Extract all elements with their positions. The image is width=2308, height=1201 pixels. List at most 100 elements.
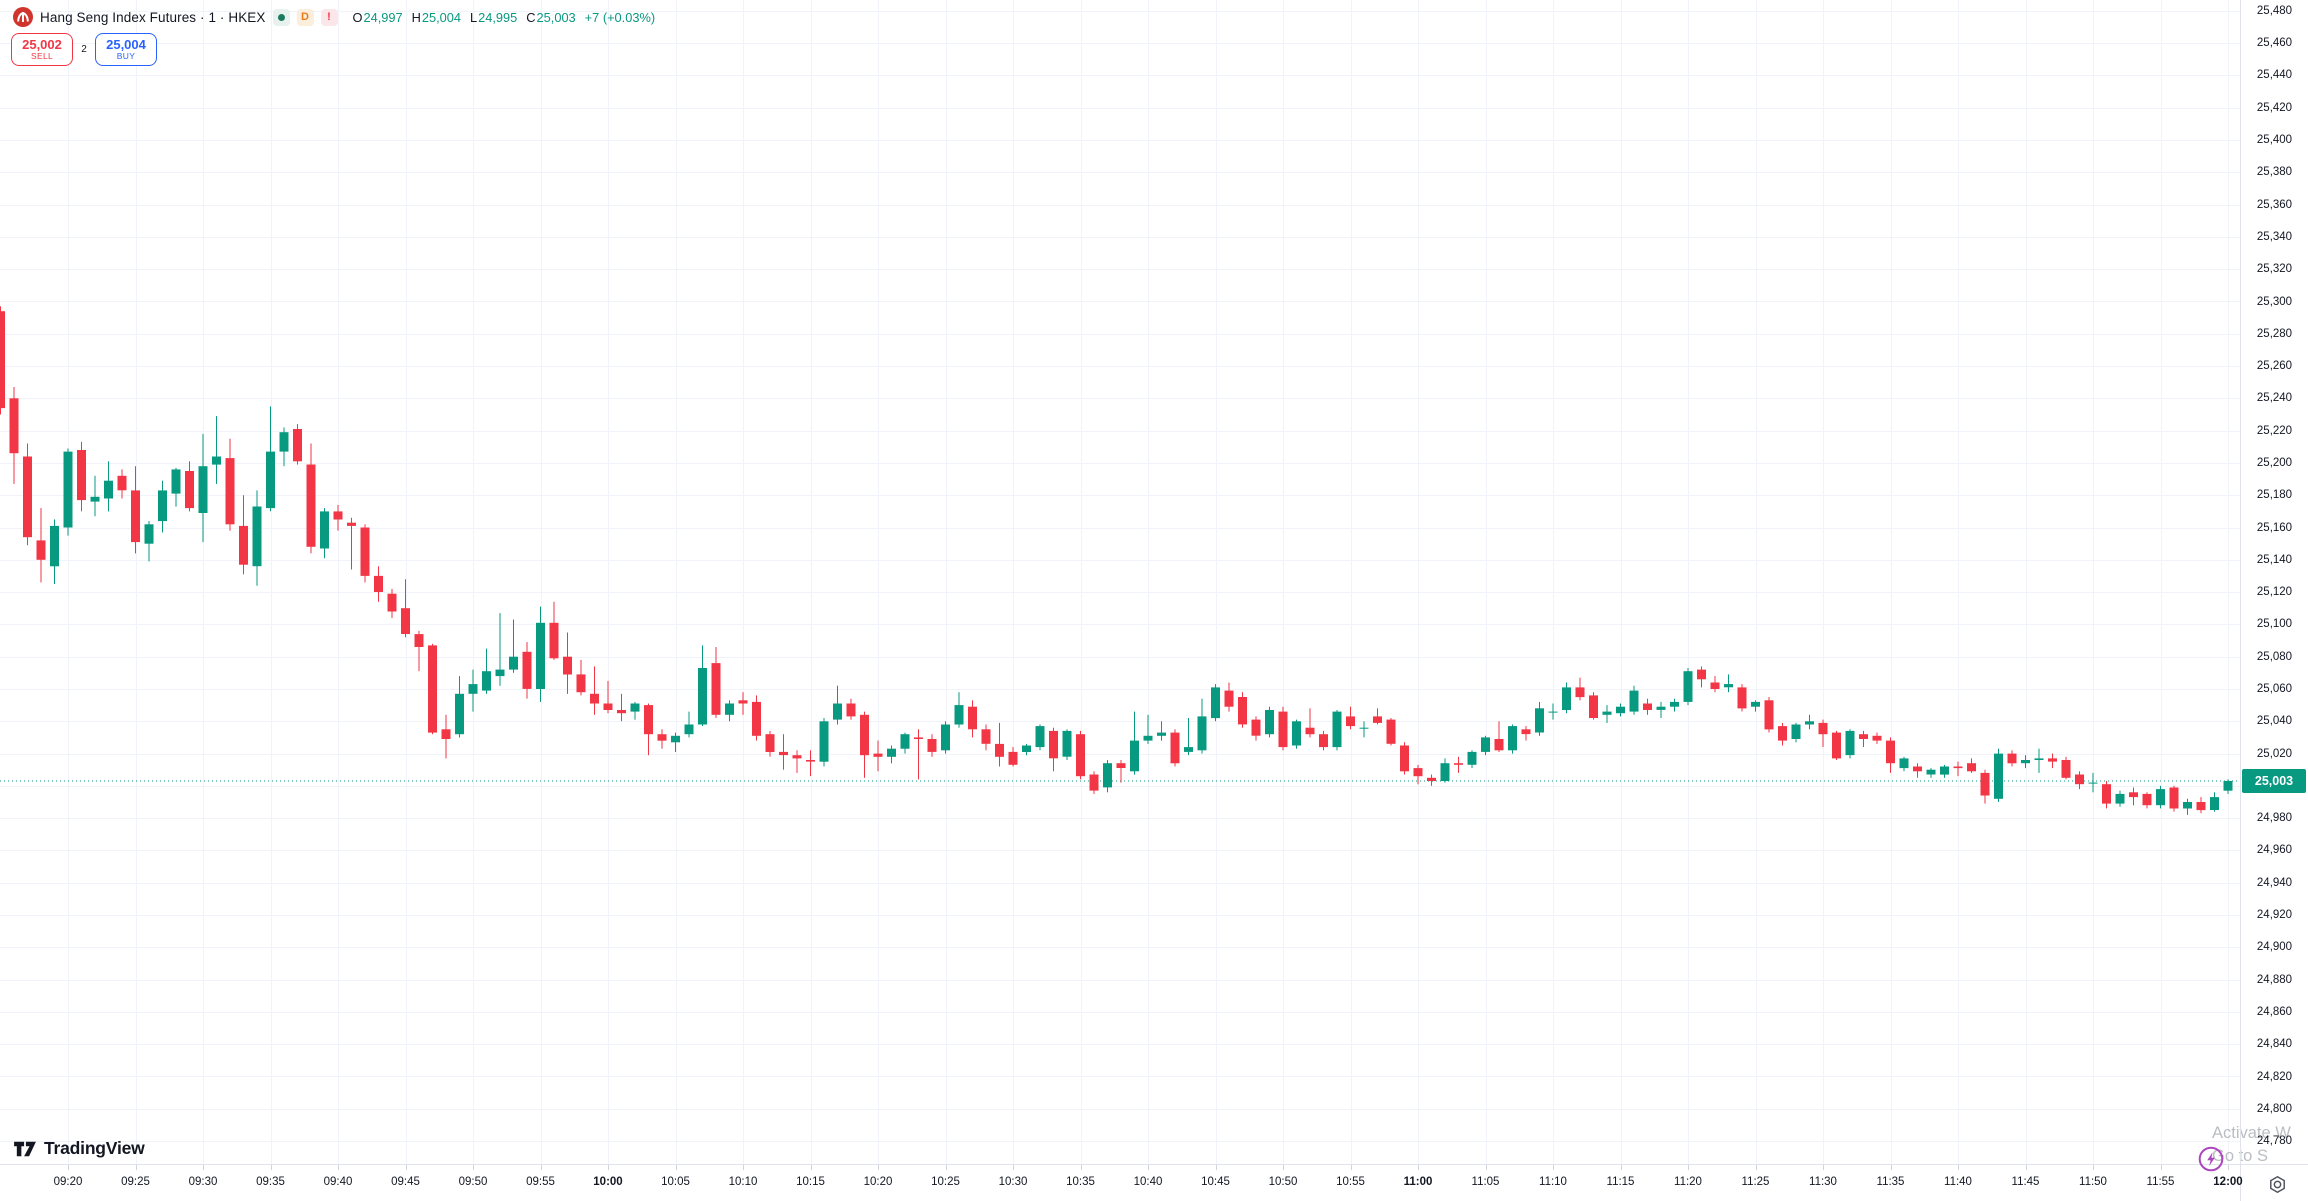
candle-body [2115, 793, 2125, 804]
open-label: O [352, 9, 363, 25]
candle-body [1170, 732, 1180, 764]
delayed-data-badge[interactable]: D [296, 8, 314, 26]
candle-body [2210, 797, 2219, 810]
candle-body [1116, 763, 1126, 768]
candle-body [2223, 781, 2233, 791]
candle-body [1197, 716, 1207, 751]
windows-activation-watermark: Activate W Go to S [2212, 1122, 2308, 1168]
data-issue-badge[interactable]: ! [320, 8, 338, 26]
candle-body [2075, 774, 2084, 785]
change-value: +7 (+0.03%) [584, 9, 656, 25]
candle-wick [1309, 708, 1311, 738]
time-tick-label: 10:00 [593, 1176, 623, 1188]
candle-body [1089, 774, 1099, 791]
candle-body [2142, 793, 2152, 806]
candle-body [1035, 726, 1045, 748]
candle-body [360, 527, 370, 576]
time-tickmark [1621, 1165, 1622, 1170]
price-tick-label: 25,300 [2256, 295, 2293, 308]
candle-wick [810, 750, 811, 777]
candle-body [1832, 732, 1841, 759]
candle-body [50, 525, 59, 567]
close-label: C [526, 9, 536, 25]
candle-body [860, 714, 869, 756]
candle-body [914, 737, 923, 739]
candle-body [117, 475, 127, 491]
candle-body [1386, 719, 1396, 744]
candle-body [1643, 703, 1652, 710]
candle-body [671, 735, 680, 743]
price-tick-label: 25,240 [2256, 392, 2293, 405]
candle-body [1413, 768, 1423, 777]
time-axis[interactable]: 09:20 09:25 09:30 09:35 09:40 09:45 09:50 09:55… [0, 1165, 2308, 1201]
candle-body [1251, 719, 1261, 736]
time-axis-separator [0, 1164, 2308, 1165]
time-tickmark [1486, 1165, 1487, 1170]
price-tick-label: 25,440 [2256, 69, 2293, 82]
price-tick-label: 25,080 [2256, 650, 2293, 663]
candle-body [131, 490, 140, 543]
candle-body [36, 540, 46, 560]
candle-wick [1363, 721, 1365, 738]
time-tick-label: 10:25 [931, 1176, 960, 1188]
symbol-logo-icon [13, 7, 33, 27]
candle-body [225, 458, 235, 525]
candle-body [77, 450, 86, 501]
candle-body [1683, 671, 1693, 702]
candle-body [2196, 802, 2206, 811]
candle-body [1292, 721, 1301, 746]
price-tick-label: 24,820 [2256, 1070, 2293, 1083]
candle-wick [1458, 756, 1459, 773]
candle-body [1467, 751, 1477, 765]
axis-settings-gear-icon[interactable] [2267, 1174, 2288, 1195]
candle-body [1710, 682, 1720, 689]
candle-body [1670, 701, 1679, 707]
time-tickmark [136, 1165, 137, 1170]
sell-label: SELL [31, 51, 53, 62]
candle-body [1305, 727, 1315, 735]
candle-body [1548, 711, 1558, 713]
candle-body [509, 656, 518, 670]
candle-body [833, 703, 842, 720]
candle-body [266, 451, 275, 509]
buy-price: 25,004 [106, 36, 146, 52]
price-tick-label: 24,960 [2256, 844, 2293, 857]
candle-wick [1552, 703, 1554, 720]
price-axis[interactable]: 25,480 25,460 25,440 25,420 25,400 25,380 25,3… [2241, 0, 2308, 1164]
price-tick-label: 25,200 [2256, 456, 2293, 469]
chart-pane[interactable] [0, 0, 2240, 1164]
buy-button[interactable]: 25,004 BUY [95, 33, 157, 66]
price-tick-label: 25,320 [2256, 263, 2293, 276]
candle-body [158, 490, 167, 522]
ohlc-readout: O 24,997 H 25,004 L 24,995 C 25,003 +7 (+0.0… [353, 10, 656, 25]
candle-body [1278, 711, 1288, 748]
open-value: 24,997 [363, 9, 403, 25]
candle-wick [2038, 748, 2040, 773]
time-tick-label: 11:20 [1674, 1176, 1702, 1188]
lightning-icon[interactable] [2198, 1146, 2224, 1172]
price-tick-label: 24,940 [2256, 876, 2293, 889]
price-tick-label: 25,220 [2256, 424, 2293, 437]
sell-button[interactable]: 25,002 SELL [11, 33, 73, 66]
candle-body [2169, 787, 2179, 809]
watermark-line1: Activate W [2212, 1124, 2291, 1142]
candle-body [752, 701, 761, 736]
candle-body [563, 656, 572, 675]
candle-body [1535, 708, 1544, 733]
price-tick-label: 25,020 [2256, 747, 2293, 760]
candle-body [2061, 760, 2071, 778]
candle-body [1427, 777, 1436, 781]
time-tickmark [1553, 1165, 1554, 1170]
candle-body [1440, 763, 1450, 781]
price-tick-label: 25,100 [2256, 618, 2293, 631]
candle-body [333, 511, 343, 520]
candle-wick [513, 619, 514, 673]
symbol-title[interactable]: Hang Seng Index Futures · 1 · HKEX [40, 9, 266, 25]
candle-body [1130, 740, 1139, 772]
market-status-badge[interactable] [272, 8, 290, 26]
tradingview-logo[interactable]: TradingView [13, 1138, 145, 1159]
time-tick-label: 12:00 [2213, 1176, 2243, 1188]
candle-body [1359, 727, 1369, 729]
candle-body [1049, 730, 1058, 759]
